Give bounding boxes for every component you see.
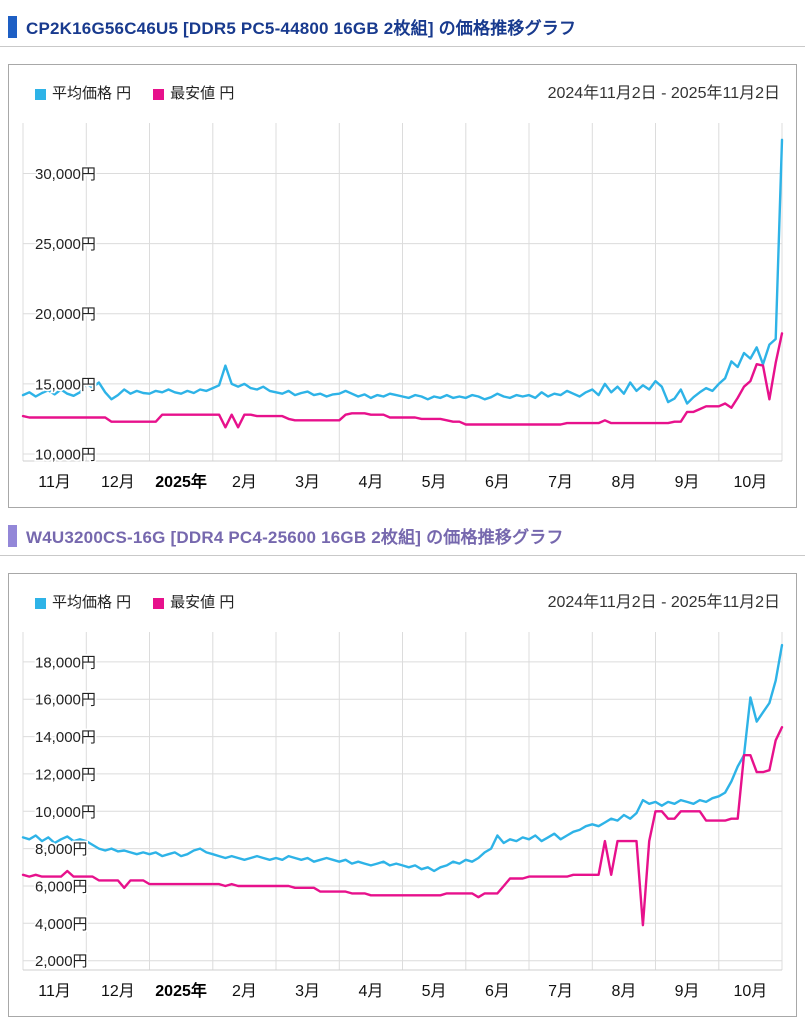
svg-text:8,000円: 8,000円	[35, 841, 88, 858]
svg-text:4月: 4月	[358, 474, 383, 491]
svg-text:6月: 6月	[485, 983, 510, 1000]
svg-text:7月: 7月	[548, 474, 573, 491]
product-title-link[interactable]: CP2K16G56C46U5 [DDR5 PC5-44800 16GB 2枚組]…	[26, 19, 577, 38]
legend-label-lowest: 最安値 円	[170, 85, 235, 102]
svg-text:2025年: 2025年	[155, 981, 207, 1000]
legend-average-price: 平均価格 円	[35, 85, 131, 103]
svg-text:20,000円: 20,000円	[35, 306, 96, 323]
svg-text:25,000円: 25,000円	[35, 236, 96, 253]
legend-lowest-price: 最安値 円	[153, 594, 234, 612]
svg-text:7月: 7月	[548, 983, 573, 1000]
svg-text:11月: 11月	[38, 474, 71, 491]
title-accent-bar	[8, 15, 17, 38]
svg-text:12,000円: 12,000円	[35, 766, 96, 783]
section-header: CP2K16G56C46U5 [DDR5 PC5-44800 16GB 2枚組]…	[0, 8, 805, 47]
svg-text:2月: 2月	[232, 474, 257, 491]
svg-text:6月: 6月	[485, 474, 510, 491]
svg-text:11月: 11月	[38, 983, 71, 1000]
svg-text:9月: 9月	[675, 983, 700, 1000]
svg-text:18,000円: 18,000円	[35, 654, 96, 671]
lowest-price-swatch-icon	[153, 88, 165, 100]
svg-text:2025年: 2025年	[155, 472, 207, 491]
legend-lowest-price: 最安値 円	[153, 85, 234, 103]
svg-text:5月: 5月	[422, 474, 447, 491]
svg-text:3月: 3月	[295, 474, 320, 491]
svg-text:9月: 9月	[675, 474, 700, 491]
price-history-panel: 平均価格 円 最安値 円 2024年11月2日 - 2025年11月2日 2,0…	[8, 573, 797, 1017]
price-history-panel: 平均価格 円 最安値 円 2024年11月2日 - 2025年11月2日 10,…	[8, 64, 797, 508]
svg-text:10,000円: 10,000円	[35, 804, 96, 821]
date-range: 2024年11月2日 - 2025年11月2日	[547, 85, 780, 102]
legend-average-price: 平均価格 円	[35, 594, 131, 612]
legend-label-lowest: 最安値 円	[170, 594, 235, 611]
average-price-swatch-icon	[35, 597, 46, 609]
lowest-price-swatch-icon	[153, 597, 165, 609]
svg-text:5月: 5月	[422, 983, 447, 1000]
product-title-link[interactable]: W4U3200CS-16G [DDR4 PC4-25600 16GB 2枚組] …	[26, 528, 564, 547]
svg-text:12月: 12月	[101, 474, 135, 491]
svg-text:16,000円: 16,000円	[35, 692, 96, 709]
svg-text:6,000円: 6,000円	[35, 879, 88, 896]
price-history-chart: 2,000円 4,000円 6,000円 8,000円 10,000円 12,000円 14…	[21, 632, 784, 1000]
price-history-chart: 10,000円 15,000円 20,000円 25,000円 30,000円 11月 12…	[21, 123, 784, 491]
section-header: W4U3200CS-16G [DDR4 PC4-25600 16GB 2枚組] …	[0, 517, 805, 556]
svg-text:12月: 12月	[101, 983, 135, 1000]
svg-text:4,000円: 4,000円	[35, 916, 88, 933]
date-range: 2024年11月2日 - 2025年11月2日	[547, 594, 780, 611]
svg-text:2月: 2月	[232, 983, 257, 1000]
svg-text:3月: 3月	[295, 983, 320, 1000]
legend-label-average: 平均価格 円	[52, 594, 132, 611]
svg-text:15,000円: 15,000円	[35, 376, 96, 393]
svg-text:10月: 10月	[733, 983, 767, 1000]
svg-text:30,000円: 30,000円	[35, 166, 96, 183]
svg-text:2,000円: 2,000円	[35, 953, 88, 970]
average-price-swatch-icon	[35, 88, 46, 100]
svg-text:10,000円: 10,000円	[35, 447, 96, 464]
section-ddr5: CP2K16G56C46U5 [DDR5 PC5-44800 16GB 2枚組]…	[0, 8, 805, 508]
svg-text:10月: 10月	[733, 474, 767, 491]
svg-text:14,000円: 14,000円	[35, 729, 96, 746]
title-accent-bar	[8, 524, 17, 547]
chart-legend: 平均価格 円 最安値 円 2024年11月2日 - 2025年11月2日	[35, 85, 780, 103]
legend-label-average: 平均価格 円	[52, 85, 132, 102]
svg-text:4月: 4月	[358, 983, 383, 1000]
svg-text:8月: 8月	[611, 983, 636, 1000]
section-ddr4: W4U3200CS-16G [DDR4 PC4-25600 16GB 2枚組] …	[0, 517, 805, 1017]
chart-legend: 平均価格 円 最安値 円 2024年11月2日 - 2025年11月2日	[35, 594, 780, 612]
svg-text:8月: 8月	[611, 474, 636, 491]
